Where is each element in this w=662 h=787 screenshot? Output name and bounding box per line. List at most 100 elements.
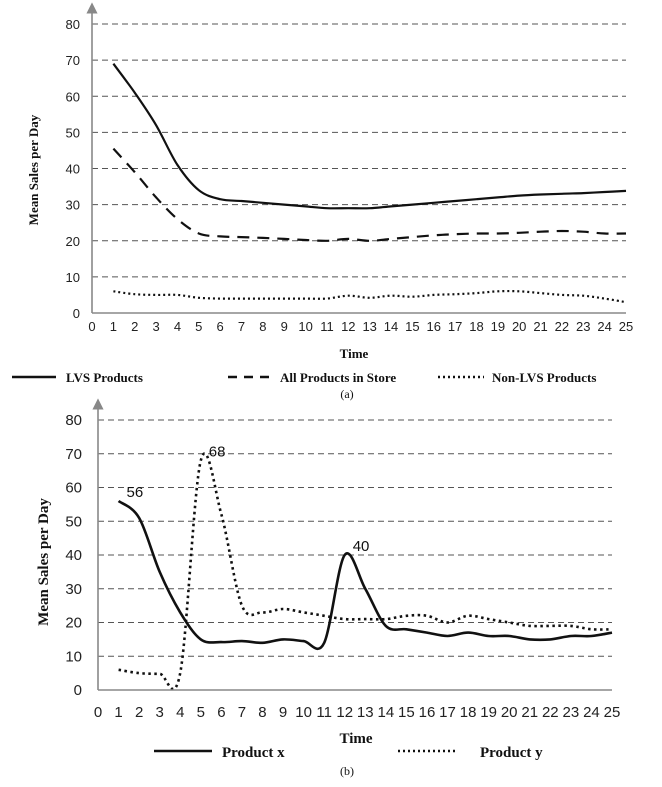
- x-tick-label: 0: [94, 704, 102, 721]
- x-tick-label: 10: [298, 319, 312, 334]
- x-tick-label: 23: [563, 704, 580, 721]
- chart-b-axes: [92, 398, 612, 691]
- x-tick-label: 22: [555, 319, 569, 334]
- chart-b-caption: (b): [340, 764, 354, 778]
- y-tick-label: 50: [65, 513, 82, 530]
- x-tick-label: 25: [619, 319, 633, 334]
- x-tick-label: 22: [542, 704, 559, 721]
- y-tick-label: 40: [66, 162, 80, 177]
- annotation-label-40: 40: [353, 538, 370, 555]
- x-tick-label: 11: [320, 319, 334, 334]
- chart-b-x-axis-label: Time: [339, 731, 372, 747]
- chart-b-legend: Product x Product y: [154, 745, 543, 761]
- chart-a-x-tick-labels: 0 1 2 3 4 5 6 7 8 9 10 11 12 13 14 15 16 17 18 19 20 21 22 23 24…: [88, 319, 633, 334]
- x-tick-label: 3: [156, 704, 164, 721]
- x-tick-label: 15: [405, 319, 419, 334]
- chart-a-gridlines: [92, 23, 626, 278]
- x-tick-label: 15: [398, 704, 415, 721]
- y-tick-label: 40: [65, 547, 82, 564]
- x-tick-label: 24: [597, 319, 611, 334]
- x-tick-label: 14: [377, 704, 394, 721]
- x-tick-label: 25: [604, 704, 621, 721]
- x-tick-label: 18: [460, 704, 477, 721]
- x-tick-label: 12: [336, 704, 353, 721]
- x-tick-label: 3: [152, 319, 159, 334]
- series-line-non-lvs-products: [113, 289, 627, 304]
- y-tick-label: 0: [74, 682, 82, 699]
- x-tick-label: 20: [501, 704, 518, 721]
- x-tick-label: 14: [384, 319, 398, 334]
- y-tick-label: 20: [66, 234, 80, 249]
- chart-a-legend: LVS Products All Products in Store Non-L…: [12, 370, 596, 385]
- x-tick-label: 7: [238, 704, 246, 721]
- x-tick-label: 8: [259, 319, 266, 334]
- x-tick-label: 16: [427, 319, 441, 334]
- x-tick-label: 18: [469, 319, 483, 334]
- chart-b-y-tick-labels: 0 10 20 30 40 50 60 70 80: [65, 412, 82, 699]
- chart-a-axes: [86, 2, 626, 314]
- series-line-all-products-in-store: [112, 147, 627, 242]
- series-line-product-x: [117, 499, 613, 650]
- annotation-label-68: 68: [209, 444, 226, 461]
- legend-label-product-y: Product y: [480, 745, 543, 761]
- chart-a-x-axis-label: Time: [340, 346, 369, 361]
- x-tick-label: 17: [439, 704, 456, 721]
- y-tick-label: 10: [65, 648, 82, 665]
- y-tick-label: 30: [65, 581, 82, 598]
- chart-a-y-axis-label: Mean Sales per Day: [26, 114, 41, 225]
- x-tick-label: 13: [357, 704, 374, 721]
- annotation-label-56: 56: [127, 484, 144, 501]
- y-tick-label: 60: [65, 480, 82, 497]
- chart-b-annotations: 56 68 40: [127, 444, 370, 556]
- legend-label-product-x: Product x: [222, 745, 285, 761]
- chart-a-y-tick-labels: 0 10 20 30 40 50 60 70 80: [66, 17, 80, 321]
- x-tick-label: 19: [480, 704, 497, 721]
- y-tick-label: 30: [66, 198, 80, 213]
- y-tick-label: 80: [66, 17, 80, 32]
- x-tick-label: 20: [512, 319, 526, 334]
- x-tick-label: 6: [217, 319, 224, 334]
- x-tick-label: 21: [521, 704, 538, 721]
- series-line-lvs-products: [112, 63, 627, 210]
- x-tick-label: 6: [217, 704, 225, 721]
- x-tick-label: 5: [195, 319, 202, 334]
- y-tick-label: 80: [65, 412, 82, 429]
- y-tick-label: 0: [73, 306, 80, 321]
- chart-a-series-lines: [112, 63, 627, 304]
- legend-label-non-lvs-products: Non-LVS Products: [492, 370, 596, 385]
- y-tick-label: 50: [66, 125, 80, 140]
- x-tick-label: 12: [341, 319, 355, 334]
- legend-label-lvs-products: LVS Products: [66, 370, 143, 385]
- y-tick-label: 60: [66, 89, 80, 104]
- y-tick-label: 70: [66, 53, 80, 68]
- x-tick-label: 24: [583, 704, 600, 721]
- x-tick-label: 5: [197, 704, 205, 721]
- legend-label-all-products: All Products in Store: [280, 370, 396, 385]
- x-tick-label: 16: [419, 704, 436, 721]
- chart-a-caption: (a): [340, 387, 353, 401]
- x-tick-label: 11: [316, 704, 332, 721]
- x-tick-label: 4: [174, 319, 181, 334]
- x-tick-label: 7: [238, 319, 245, 334]
- x-tick-label: 9: [279, 704, 287, 721]
- x-tick-label: 4: [176, 704, 184, 721]
- y-tick-label: 10: [66, 270, 80, 285]
- x-tick-label: 2: [135, 704, 143, 721]
- chart-b-x-tick-labels: 0 1 2 3 4 5 6 7 8 9 10 11 12 13 14 15 16 17 18 19 20 21 22 23 24…: [94, 704, 621, 721]
- x-tick-label: 2: [131, 319, 138, 334]
- y-tick-label: 20: [65, 615, 82, 632]
- x-tick-label: 1: [114, 704, 122, 721]
- x-tick-label: 21: [533, 319, 547, 334]
- chart-b-series-lines: [117, 452, 613, 691]
- x-tick-label: 9: [281, 319, 288, 334]
- x-tick-label: 1: [110, 319, 117, 334]
- x-tick-label: 8: [258, 704, 266, 721]
- chart-b-y-axis-label: Mean Sales per Day: [36, 498, 52, 626]
- y-tick-label: 70: [65, 446, 82, 463]
- series-line-product-y: [118, 452, 613, 691]
- x-tick-label: 23: [576, 319, 590, 334]
- x-tick-label: 0: [88, 319, 95, 334]
